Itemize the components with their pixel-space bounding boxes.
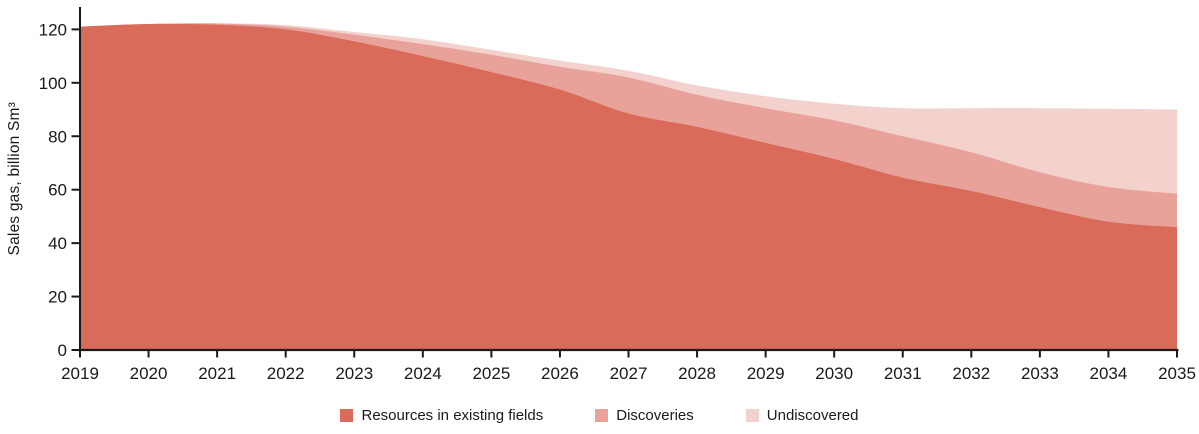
x-tick-label: 2022 [267,364,305,383]
legend-swatch [595,408,609,422]
y-axis-title: Sales gas, billion Sm³ [6,102,23,256]
x-tick-label: 2027 [610,364,648,383]
x-tick-label: 2026 [541,364,579,383]
x-tick-label: 2032 [952,364,990,383]
x-tick-label: 2020 [130,364,168,383]
y-tick-label: 0 [58,341,67,360]
x-tick-label: 2021 [198,364,236,383]
x-tick-label: 2023 [335,364,373,383]
x-tick-label: 2025 [472,364,510,383]
legend-swatch [340,408,354,422]
y-axis-title-wrap: Sales gas, billion Sm³ [0,8,30,350]
legend-item: Undiscovered [745,406,859,424]
x-tick-label: 2024 [404,364,442,383]
y-tick-label: 40 [48,234,67,253]
x-tick-label: 2034 [1090,364,1128,383]
legend-label: Undiscovered [766,406,859,424]
legend: Resources in existing fields Discoveries U… [0,398,1199,432]
legend-swatch [745,408,759,422]
x-tick-label: 2033 [1021,364,1059,383]
legend-item: Resources in existing fields [340,407,543,424]
x-tick-label: 2030 [815,364,853,383]
y-tick-label: 80 [48,127,67,146]
legend-label: Resources in existing fields [361,406,544,424]
x-tick-label: 2019 [61,364,99,383]
y-tick-label: 100 [39,74,67,93]
area-resources-in-existing-fields [80,23,1177,350]
y-tick-label: 120 [39,20,67,39]
x-tick-label: 2028 [678,364,716,383]
y-tick-label: 60 [48,181,67,200]
x-tick-label: 2035 [1158,364,1196,383]
y-tick-label: 20 [48,288,67,307]
x-tick-label: 2031 [884,364,922,383]
legend-item: Discoveries [595,407,694,424]
plot-area: 0 20 40 60 80 100 120 2019 2020 2021 2022 2023 2024 2… [39,7,1196,383]
legend-label: Discoveries [616,406,694,424]
x-tick-label: 2029 [747,364,785,383]
